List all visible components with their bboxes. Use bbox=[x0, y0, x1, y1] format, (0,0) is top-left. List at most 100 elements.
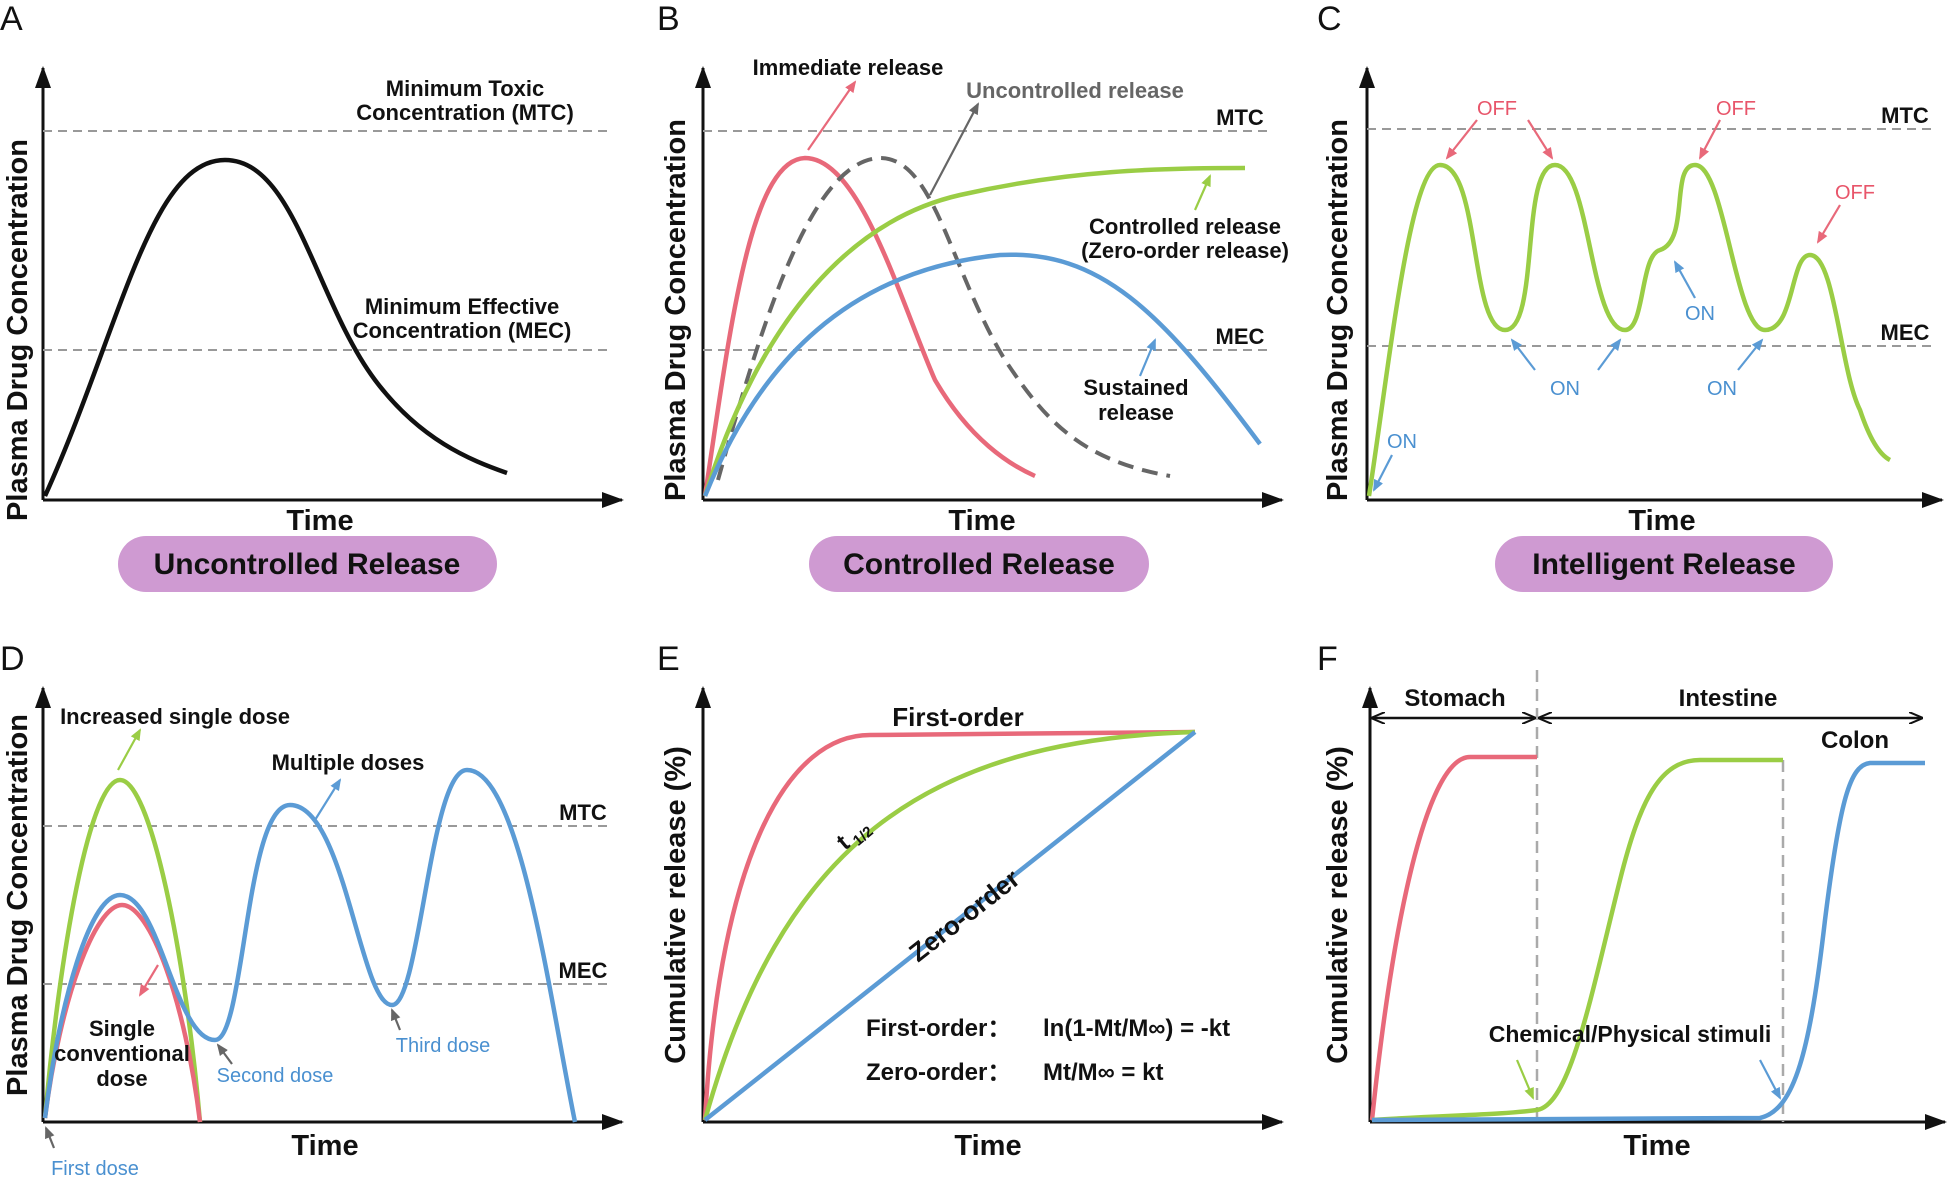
off-arrow-2 bbox=[1527, 119, 1554, 160]
badge-label: Uncontrolled Release bbox=[154, 548, 461, 581]
first-dose-label: First dose bbox=[51, 1158, 139, 1178]
third-dose-arrow bbox=[390, 1008, 402, 1031]
x-axis-title: Time bbox=[1623, 1130, 1690, 1162]
intestine-release-curve bbox=[1371, 757, 1783, 1123]
single-dose-label-3: dose bbox=[96, 1066, 147, 1091]
x-axis-title: Time bbox=[291, 1130, 358, 1162]
on-label-2: ON bbox=[1550, 378, 1580, 400]
multiple-doses-label: Multiple doses bbox=[272, 750, 425, 775]
single-dose-arrow bbox=[138, 964, 159, 997]
intelligent-release-curve bbox=[1366, 162, 1892, 497]
controlled-release-label-2: (Zero-order release) bbox=[1081, 238, 1289, 263]
y-axis-title: Plasma Drug Concentration bbox=[2, 139, 34, 521]
panel-f: F Cumulative release (%) Time Stomach In… bbox=[1317, 640, 1947, 1162]
y-axis-title: Cumulative release (%) bbox=[660, 746, 692, 1064]
immediate-release-curve bbox=[702, 155, 1036, 497]
controlled-release-curve bbox=[702, 165, 1246, 497]
mtc-label: MTC bbox=[1216, 105, 1264, 130]
off-arrow-1 bbox=[1445, 119, 1478, 160]
second-dose-arrow bbox=[216, 1043, 233, 1065]
controlled-release-arrow bbox=[1193, 174, 1212, 211]
formula-zero-order: Mt/M∞ = kt bbox=[1043, 1059, 1163, 1086]
immediate-release-label: Immediate release bbox=[753, 55, 944, 80]
off-label-3: OFF bbox=[1835, 182, 1875, 204]
y-axis-title: Cumulative release (%) bbox=[1322, 746, 1354, 1064]
uncontrolled-release-arrow bbox=[929, 102, 979, 196]
t-half-label: t 1/2 bbox=[832, 823, 877, 856]
sustained-release-curve bbox=[702, 252, 1262, 497]
sustained-release-label-2: release bbox=[1098, 400, 1174, 425]
panel-letter-a: A bbox=[0, 0, 23, 38]
stimuli-label: Chemical/Physical stimuli bbox=[1489, 1021, 1772, 1047]
mec-label: MEC bbox=[1216, 324, 1265, 349]
uncontrolled-release-label: Uncontrolled release bbox=[966, 78, 1184, 103]
zero-order-line bbox=[703, 730, 1197, 1122]
off-label-1: OFF bbox=[1477, 98, 1517, 120]
stomach-label: Stomach bbox=[1404, 685, 1505, 712]
on-label-3: ON bbox=[1685, 303, 1715, 325]
t-half-symbol: t bbox=[832, 830, 855, 856]
immediate-release-arrow bbox=[807, 80, 857, 151]
stimuli-arrow-colon bbox=[1759, 1059, 1781, 1100]
second-dose-label: Second dose bbox=[217, 1065, 334, 1087]
concentration-curve bbox=[42, 157, 508, 497]
on-arrow-2 bbox=[1510, 338, 1536, 371]
stomach-release-curve bbox=[1369, 754, 1537, 1121]
badge-background bbox=[1495, 536, 1833, 592]
badge-label: Intelligent Release bbox=[1532, 548, 1795, 581]
first-dose-arrow bbox=[44, 1126, 56, 1149]
first-order-curve bbox=[702, 729, 1196, 1121]
mec-label: MEC bbox=[1881, 320, 1930, 345]
increased-dose-curve bbox=[42, 777, 203, 1123]
zero-order-label: Zero-order bbox=[903, 863, 1025, 968]
badge-intelligent: Intelligent Release bbox=[1495, 536, 1833, 592]
y-axis-title: Plasma Drug Concentration bbox=[660, 119, 692, 501]
off-arrow-4 bbox=[1816, 204, 1841, 244]
panel-letter-b: B bbox=[657, 0, 680, 38]
uncontrolled-release-curve bbox=[716, 155, 1171, 481]
panel-letter-f: F bbox=[1317, 640, 1338, 678]
single-dose-label-2: conventional bbox=[54, 1041, 190, 1066]
colon-label: Colon bbox=[1821, 727, 1889, 754]
sustained-release-label-1: Sustained bbox=[1083, 375, 1188, 400]
panel-letter-e: E bbox=[657, 640, 680, 678]
on-label-4: ON bbox=[1707, 378, 1737, 400]
y-axis-title: Plasma Drug Concentration bbox=[1322, 119, 1354, 501]
t-half-curve bbox=[702, 729, 1196, 1121]
multiple-doses-arrow bbox=[314, 778, 342, 821]
on-arrow-4 bbox=[1674, 260, 1696, 299]
formula-first-order: ln(1-Mt/M∞) = -kt bbox=[1043, 1015, 1230, 1042]
x-axis-title: Time bbox=[954, 1130, 1021, 1162]
multiple-doses-curve bbox=[42, 767, 578, 1123]
intestine-label: Intestine bbox=[1679, 685, 1778, 712]
panel-b: B Plasma Drug Concentration Time MTC MEC… bbox=[657, 0, 1289, 592]
sustained-release-arrow bbox=[1138, 338, 1157, 377]
mtc-label-1: Minimum Toxic bbox=[386, 76, 545, 101]
badge-controlled: Controlled Release bbox=[809, 536, 1149, 592]
panel-letter-c: C bbox=[1317, 0, 1342, 38]
mec-label-1: Minimum Effective bbox=[365, 294, 559, 319]
x-axis-title: Time bbox=[286, 505, 353, 537]
panel-e: E Cumulative release (%) Time First-orde… bbox=[657, 640, 1284, 1162]
mec-label: MEC bbox=[559, 958, 608, 983]
increased-dose-label: Increased single dose bbox=[60, 704, 290, 729]
panel-c: C Plasma Drug Concentration Time MTC MEC… bbox=[1317, 0, 1944, 592]
off-arrow-3 bbox=[1699, 119, 1721, 160]
badge-background bbox=[118, 536, 497, 592]
stimuli-arrow-intestine bbox=[1515, 1059, 1535, 1100]
off-label-2: OFF bbox=[1716, 98, 1756, 120]
mtc-label: MTC bbox=[1881, 103, 1929, 128]
on-arrow-3 bbox=[1597, 338, 1622, 371]
mtc-label: MTC bbox=[559, 800, 607, 825]
panel-letter-d: D bbox=[0, 640, 25, 678]
increased-dose-arrow bbox=[117, 728, 141, 771]
on-arrow-5 bbox=[1737, 338, 1764, 371]
on-label-1: ON bbox=[1387, 431, 1417, 453]
x-axis-title: Time bbox=[1628, 505, 1695, 537]
panel-a: A Plasma Drug Concentration Time Minimum… bbox=[0, 0, 624, 592]
panel-d: D Plasma Drug Concentration Time MTC MEC… bbox=[0, 640, 624, 1178]
badge-background bbox=[809, 536, 1149, 592]
mec-label-2: Concentration (MEC) bbox=[353, 318, 572, 343]
colon-release-curve bbox=[1371, 760, 1925, 1123]
